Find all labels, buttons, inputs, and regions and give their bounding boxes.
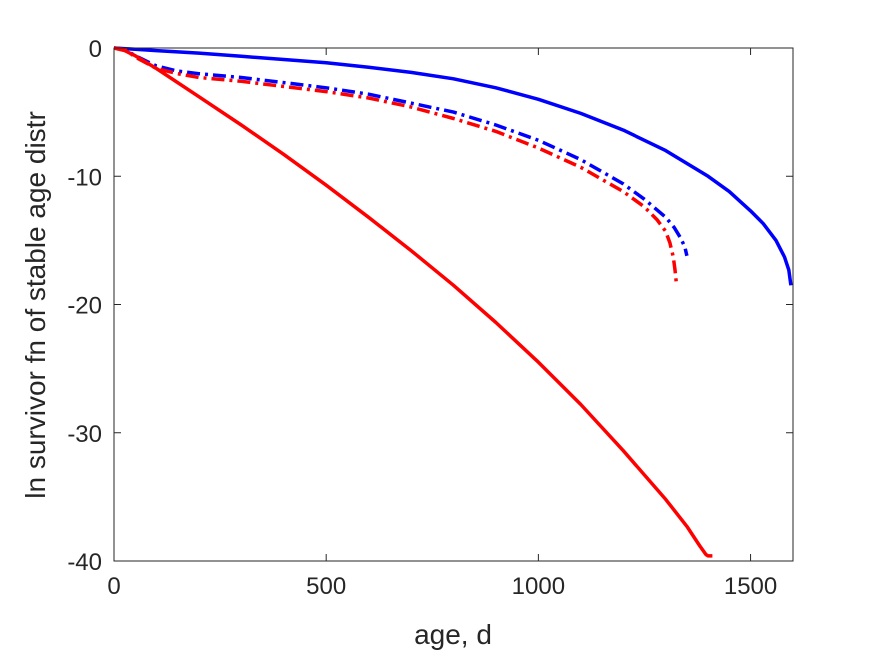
plot-frame: [113, 47, 794, 562]
y-tick-label: 0: [89, 36, 102, 63]
x-tick-label: 0: [107, 573, 120, 600]
y-tick-label: -10: [67, 164, 102, 191]
y-tick-label: -30: [67, 421, 102, 448]
series-line-2: [113, 46, 689, 257]
series-line-1: [113, 46, 793, 286]
series-layer: [113, 46, 793, 558]
x-axis-label: age, d: [414, 619, 492, 650]
x-tick-label: 1000: [512, 573, 565, 600]
tick-layer: 0 500 1000 1500 0 -10 -20 -30 -40: [67, 36, 793, 600]
y-tick-label: -20: [67, 293, 102, 320]
y-tick-label: -40: [67, 549, 102, 576]
x-tick-label: 1500: [724, 573, 777, 600]
x-tick-label: 500: [306, 573, 346, 600]
plot-background: [114, 48, 793, 561]
series-line-4: [113, 46, 713, 558]
y-axis-label: ln survivor fn of stable age distr: [20, 111, 51, 499]
series-line-3: [113, 46, 679, 283]
